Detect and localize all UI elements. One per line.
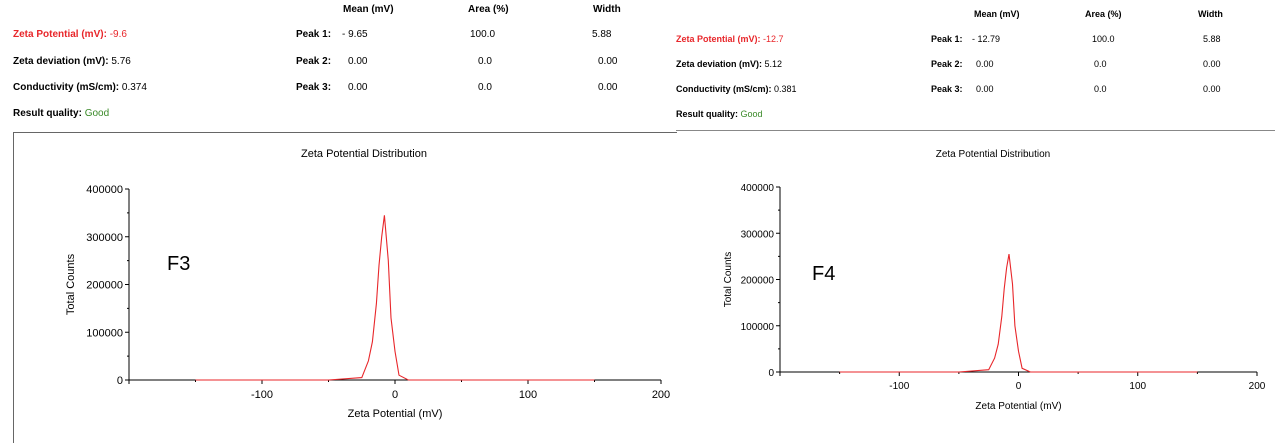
peak-mean: 0.00 bbox=[976, 59, 994, 69]
peak-area: 0.0 bbox=[478, 82, 492, 93]
y-tick-label: 100000 bbox=[741, 322, 775, 333]
x-tick-label: 0 bbox=[1016, 381, 1022, 392]
peak-area: 0.0 bbox=[1094, 84, 1107, 94]
chart-title: Zeta Potential Distribution bbox=[936, 149, 1051, 160]
peak-label: Peak 1: bbox=[931, 34, 963, 44]
zeta-distribution-chart-f4: Zeta Potential Distribution 0 100000 200000… bbox=[723, 149, 1266, 412]
peak-label: Peak 2: bbox=[931, 59, 963, 69]
y-axis-label: Total Counts bbox=[723, 252, 734, 308]
conductivity-value: 0.381 bbox=[774, 84, 797, 94]
peak-mean: - 12.79 bbox=[972, 34, 1001, 44]
x-axis-label: Zeta Potential (mV) bbox=[975, 401, 1061, 412]
peak-header-area: Area (%) bbox=[1085, 9, 1122, 19]
y-tick-label: 200000 bbox=[741, 276, 775, 287]
x-tick-label: 100 bbox=[519, 389, 537, 401]
peak-header-width: Width bbox=[593, 4, 621, 15]
y-tick-label: 100000 bbox=[86, 327, 123, 339]
result-quality-row: Result quality: Good bbox=[13, 108, 109, 119]
y-tick-label: 200000 bbox=[86, 280, 123, 292]
zeta-deviation-label: Zeta deviation (mV): bbox=[676, 59, 763, 69]
chart-frame-f4: Zeta Potential Distribution 0 100000 200000… bbox=[676, 130, 1275, 443]
x-tick-label: -100 bbox=[251, 389, 273, 401]
peak-mean: - 9.65 bbox=[342, 29, 368, 40]
zeta-deviation-value: 5.76 bbox=[111, 56, 131, 67]
conductivity-row: Conductivity (mS/cm): 0.374 bbox=[13, 82, 147, 93]
peak-area: 0.0 bbox=[478, 56, 492, 67]
zeta-potential-row: Zeta Potential (mV): -9.6 bbox=[13, 29, 127, 40]
peak-header-area: Area (%) bbox=[468, 4, 509, 15]
y-tick-label: 300000 bbox=[86, 232, 123, 244]
zeta-potential-value: -12.7 bbox=[763, 34, 784, 44]
result-quality-label: Result quality: bbox=[13, 108, 82, 119]
conductivity-value: 0.374 bbox=[121, 82, 147, 93]
x-axis-label: Zeta Potential (mV) bbox=[348, 408, 443, 420]
y-tick-label: 300000 bbox=[741, 229, 775, 240]
peak-label: Peak 2: bbox=[296, 56, 332, 67]
peak-header-width: Width bbox=[1198, 9, 1223, 19]
chart-title: Zeta Potential Distribution bbox=[301, 148, 427, 160]
zeta-distribution-chart-f3: Zeta Potential Distribution 0 100000 200000… bbox=[65, 148, 670, 420]
y-tick-label: 0 bbox=[768, 368, 774, 379]
peak-label: Peak 1: bbox=[296, 29, 332, 40]
y-tick-label: 400000 bbox=[741, 183, 775, 194]
y-tick-label: 0 bbox=[117, 375, 123, 387]
peak-mean: 0.00 bbox=[348, 82, 368, 93]
sample-tag-f4: F4 bbox=[812, 263, 836, 285]
x-tick-label: 100 bbox=[1129, 381, 1146, 392]
zeta-deviation-value: 5.12 bbox=[764, 59, 783, 69]
conductivity-row: Conductivity (mS/cm): 0.381 bbox=[676, 84, 797, 94]
zeta-potential-value: -9.6 bbox=[109, 29, 127, 40]
peak-label: Peak 3: bbox=[931, 84, 963, 94]
x-tick-label: -100 bbox=[889, 381, 909, 392]
peak-area: 100.0 bbox=[470, 29, 496, 40]
zeta-deviation-label: Zeta deviation (mV): bbox=[13, 56, 109, 67]
peak-width: 5.88 bbox=[1203, 34, 1221, 44]
x-tick-label: 0 bbox=[392, 389, 398, 401]
conductivity-label: Conductivity (mS/cm): bbox=[676, 84, 772, 94]
peak-width: 5.88 bbox=[592, 29, 612, 40]
result-quality-value: Good bbox=[84, 108, 110, 119]
result-quality-value: Good bbox=[740, 109, 763, 119]
zeta-potential-label: Zeta Potential (mV): bbox=[676, 34, 761, 44]
zeta-potential-row: Zeta Potential (mV): -12.7 bbox=[676, 34, 784, 44]
peak-width: 0.00 bbox=[598, 56, 618, 67]
peak-mean: 0.00 bbox=[348, 56, 368, 67]
chart-frame-f3: Zeta Potential Distribution 0 100000 200000… bbox=[13, 132, 677, 443]
peak-header-mean: Mean (mV) bbox=[974, 9, 1020, 19]
y-tick-label: 400000 bbox=[86, 184, 123, 196]
sample-tag-f3: F3 bbox=[167, 253, 191, 275]
result-panel-f4: Zeta Potential (mV): -12.7 Zeta deviatio… bbox=[676, 0, 1275, 442]
peak-header-mean: Mean (mV) bbox=[343, 4, 394, 15]
peak-width: 0.00 bbox=[598, 82, 618, 93]
result-quality-label: Result quality: bbox=[676, 109, 739, 119]
peak-mean: 0.00 bbox=[976, 84, 994, 94]
zeta-deviation-row: Zeta deviation (mV): 5.12 bbox=[676, 59, 782, 69]
distribution-curve bbox=[839, 254, 1198, 373]
zeta-deviation-row: Zeta deviation (mV): 5.76 bbox=[13, 56, 131, 67]
conductivity-label: Conductivity (mS/cm): bbox=[13, 82, 120, 93]
peak-label: Peak 3: bbox=[296, 82, 332, 93]
x-tick-label: 200 bbox=[652, 389, 670, 401]
result-panel-f3: Zeta Potential (mV): -9.6 Zeta deviation… bbox=[13, 4, 677, 443]
y-axis-label: Total Counts bbox=[65, 253, 77, 315]
distribution-curve bbox=[195, 215, 595, 381]
peak-width: 0.00 bbox=[1203, 84, 1221, 94]
peak-area: 100.0 bbox=[1092, 34, 1115, 44]
result-quality-row: Result quality: Good bbox=[676, 109, 763, 119]
peak-area: 0.0 bbox=[1094, 59, 1107, 69]
peak-width: 0.00 bbox=[1203, 59, 1221, 69]
x-tick-label: 200 bbox=[1249, 381, 1266, 392]
zeta-potential-label: Zeta Potential (mV): bbox=[13, 29, 107, 40]
